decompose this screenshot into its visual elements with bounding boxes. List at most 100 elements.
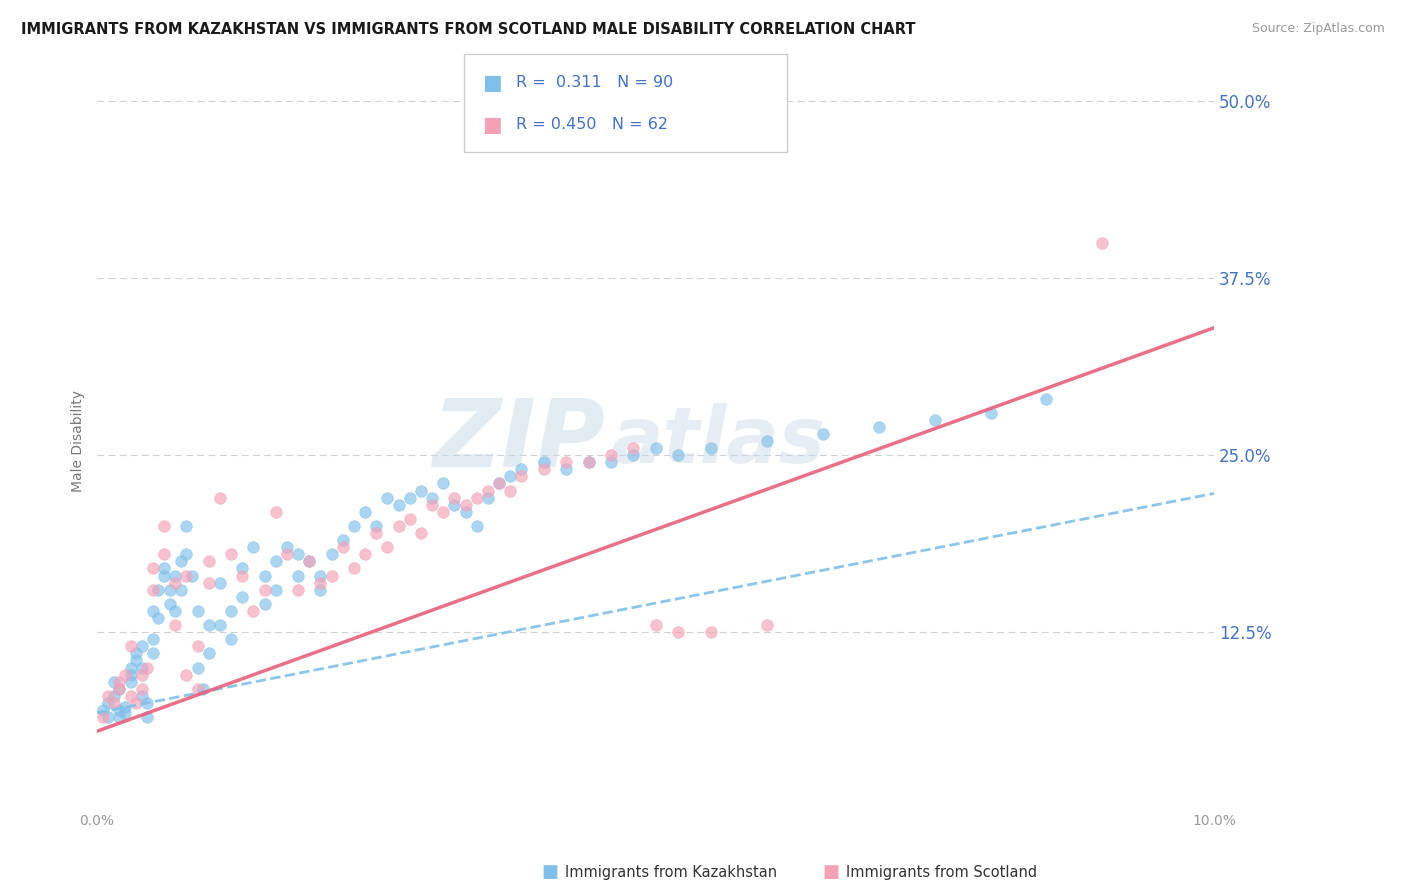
Point xyxy=(219,547,242,561)
Point xyxy=(231,568,253,582)
Point xyxy=(136,660,159,674)
Point xyxy=(181,568,204,582)
Point xyxy=(477,491,499,505)
Point xyxy=(114,700,136,714)
Point xyxy=(165,618,187,632)
Point xyxy=(276,547,298,561)
Text: R =  0.311   N = 90: R = 0.311 N = 90 xyxy=(516,76,673,90)
Text: ■: ■ xyxy=(541,863,558,881)
Point xyxy=(388,519,411,533)
Point xyxy=(91,703,114,717)
Point xyxy=(148,582,170,597)
Point xyxy=(170,554,193,568)
Point xyxy=(533,462,555,476)
Point xyxy=(599,448,621,462)
Point xyxy=(97,689,120,703)
Point xyxy=(136,696,159,710)
Text: R = 0.450   N = 62: R = 0.450 N = 62 xyxy=(516,118,668,132)
Point xyxy=(1091,235,1114,250)
Point xyxy=(700,441,723,455)
Point xyxy=(153,519,176,533)
Point xyxy=(287,582,309,597)
Point xyxy=(208,575,231,590)
Point xyxy=(97,710,120,724)
Text: atlas: atlas xyxy=(610,403,825,479)
Point xyxy=(91,710,114,724)
Text: Source: ZipAtlas.com: Source: ZipAtlas.com xyxy=(1251,22,1385,36)
Point xyxy=(354,505,377,519)
Point xyxy=(332,540,354,554)
Text: ■: ■ xyxy=(482,115,502,135)
Point xyxy=(148,611,170,625)
Point xyxy=(388,498,411,512)
Text: ■: ■ xyxy=(482,73,502,93)
Point xyxy=(287,547,309,561)
Point xyxy=(499,469,522,483)
Point xyxy=(354,547,377,561)
Point xyxy=(136,710,159,724)
Point xyxy=(454,505,477,519)
Point xyxy=(208,491,231,505)
Point xyxy=(103,674,125,689)
Point xyxy=(103,696,125,710)
Point xyxy=(165,575,187,590)
Point xyxy=(332,533,354,548)
Point xyxy=(309,582,332,597)
Point xyxy=(142,582,165,597)
Point xyxy=(142,561,165,575)
Point xyxy=(231,561,253,575)
Point xyxy=(153,561,176,575)
Point xyxy=(108,681,131,696)
Point xyxy=(264,554,287,568)
Point xyxy=(131,640,153,654)
Point xyxy=(398,491,420,505)
Point xyxy=(343,561,366,575)
Point xyxy=(253,568,276,582)
Point xyxy=(131,660,153,674)
Point xyxy=(142,604,165,618)
Point xyxy=(980,406,1002,420)
Point xyxy=(120,660,142,674)
Point xyxy=(120,640,142,654)
Point xyxy=(219,604,242,618)
Point xyxy=(298,554,321,568)
Point xyxy=(377,540,399,554)
Point xyxy=(700,625,723,640)
Point xyxy=(465,491,488,505)
Point xyxy=(578,455,600,469)
Point xyxy=(159,597,181,611)
Point xyxy=(103,689,125,703)
Point xyxy=(153,547,176,561)
Point xyxy=(366,526,388,541)
Point xyxy=(242,604,264,618)
Text: IMMIGRANTS FROM KAZAKHSTAN VS IMMIGRANTS FROM SCOTLAND MALE DISABILITY CORRELATI: IMMIGRANTS FROM KAZAKHSTAN VS IMMIGRANTS… xyxy=(21,22,915,37)
Point xyxy=(176,547,198,561)
Point xyxy=(159,582,181,597)
Point xyxy=(253,597,276,611)
Point xyxy=(176,568,198,582)
Point xyxy=(621,448,644,462)
Point xyxy=(264,582,287,597)
Point xyxy=(309,568,332,582)
Point xyxy=(621,441,644,455)
Point xyxy=(309,575,332,590)
Point xyxy=(644,441,666,455)
Point xyxy=(666,448,689,462)
Point xyxy=(165,568,187,582)
Point xyxy=(555,462,578,476)
Point xyxy=(811,426,834,441)
Point xyxy=(97,696,120,710)
Point xyxy=(242,540,264,554)
Point xyxy=(533,455,555,469)
Point xyxy=(1035,392,1057,406)
Point xyxy=(120,667,142,681)
Text: ■: ■ xyxy=(823,863,839,881)
Point xyxy=(197,646,219,660)
Point xyxy=(142,646,165,660)
Point xyxy=(165,604,187,618)
Point xyxy=(644,618,666,632)
Point xyxy=(510,469,533,483)
Point xyxy=(108,674,131,689)
Text: ZIP: ZIP xyxy=(433,395,605,487)
Point xyxy=(108,703,131,717)
